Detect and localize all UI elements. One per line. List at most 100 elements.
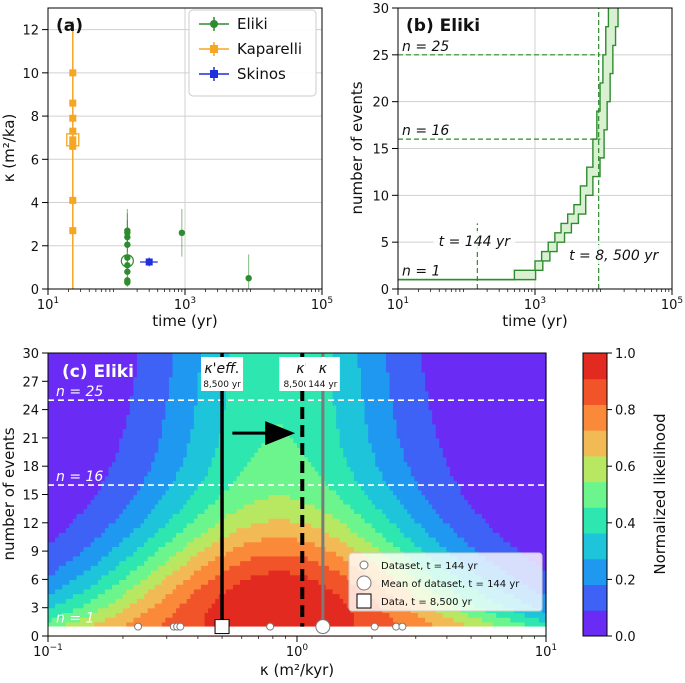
heatmap-cell [297, 551, 302, 557]
heatmap-cell [115, 617, 120, 623]
heatmap-cell [542, 546, 547, 552]
heatmap-cell [183, 621, 188, 628]
heatmap-cell [161, 607, 166, 614]
heatmap-cell [439, 522, 444, 529]
heatmap-cell [481, 612, 487, 618]
heatmap-cell [417, 532, 423, 538]
heatmap-cell [101, 607, 106, 614]
heatmap-cell [243, 565, 248, 571]
heatmap-cell [268, 593, 273, 599]
heatmap-cell [432, 522, 437, 529]
heatmap-cell [90, 546, 95, 552]
heatmap-cell [378, 518, 383, 524]
heatmap-cell [250, 588, 255, 595]
heatmap-cell [453, 494, 458, 500]
heatmap-cell [140, 499, 145, 505]
heatmap-cell [240, 617, 245, 623]
heatmap-cell [190, 503, 195, 510]
heatmap-cell [425, 494, 430, 500]
heatmap-cell [385, 518, 391, 524]
heatmap-cell [517, 546, 522, 552]
heatmap-cell [87, 546, 92, 552]
heatmap-cell [254, 536, 259, 543]
heatmap-cell [168, 489, 174, 496]
heatmap-cell [133, 470, 138, 477]
heatmap-cell [158, 532, 163, 538]
heatmap-cell [62, 527, 67, 533]
heatmap-cell [158, 593, 163, 599]
heatmap-cell [329, 607, 334, 614]
heatmap-cell [400, 617, 405, 623]
heatmap-cell [503, 546, 508, 552]
heatmap-cell [147, 499, 152, 505]
heatmap-cell [200, 574, 206, 580]
heatmap-cell [332, 598, 337, 604]
heatmap-cell [432, 503, 437, 510]
heatmap-cell [140, 480, 145, 486]
heatmap-cell [112, 584, 117, 590]
heatmap-cell [339, 532, 344, 538]
heatmap-cell [215, 602, 220, 609]
heatmap-cell [165, 522, 170, 529]
eliki-mean [120, 254, 134, 268]
heatmap-cell [524, 536, 529, 543]
heatmap-cell [87, 536, 92, 543]
heatmap-cell [58, 499, 63, 505]
heatmap-cell [94, 480, 99, 486]
heatmap-cell [254, 621, 259, 628]
heatmap-cell [104, 508, 110, 514]
heatmap-cell [368, 499, 373, 505]
heatmap-cell [464, 503, 469, 510]
heatmap-cell [382, 489, 387, 496]
heatmap-cell [517, 621, 522, 628]
heatmap-cell [129, 536, 134, 543]
heatmap-cell [172, 470, 177, 477]
heatmap-cell [115, 485, 120, 491]
heatmap-cell [232, 527, 238, 533]
heatmap-cell [172, 551, 177, 557]
heatmap-cell [510, 522, 515, 529]
heatmap-cell [250, 546, 255, 552]
heatmap-cell [375, 499, 380, 505]
heatmap-cell [535, 527, 540, 533]
heatmap-cell [215, 588, 220, 595]
heatmap-cell [94, 499, 99, 505]
heatmap-cell [279, 612, 284, 618]
heatmap-cell [140, 527, 145, 533]
heatmap-cell [353, 503, 359, 510]
heatmap-cell [506, 536, 512, 543]
heatmap-cell [76, 617, 81, 623]
heatmap-cell [204, 598, 209, 604]
heatmap-cell [140, 503, 145, 510]
heatmap-cell [297, 565, 302, 571]
heatmap-cell [460, 532, 465, 538]
heatmap-cell [432, 480, 437, 486]
heatmap-cell [336, 574, 341, 580]
heatmap-cell [389, 527, 394, 533]
heatmap-cell [417, 621, 423, 628]
heatmap-cell [407, 541, 412, 547]
heatmap-cell [304, 617, 309, 623]
heatmap-cell [521, 489, 526, 496]
heatmap-cell [407, 617, 412, 623]
heatmap-cell [69, 480, 74, 486]
heatmap-cell [190, 499, 195, 505]
heatmap-cell [97, 522, 102, 529]
heatmap-cell [293, 518, 298, 524]
heatmap-cell [108, 470, 113, 477]
heatmap-cell [151, 494, 156, 500]
heatmap-cell [343, 485, 348, 491]
heatmap-cell [94, 560, 99, 566]
heatmap-cell [197, 494, 202, 500]
heatmap-cell [112, 569, 117, 576]
heatmap-cell [343, 598, 348, 604]
heatmap-cell [101, 522, 106, 529]
heatmap-cell [464, 527, 469, 533]
heatmap-cell [282, 503, 287, 510]
heatmap-cell [289, 565, 295, 571]
heatmap-cell [442, 522, 447, 529]
heatmap-cell [87, 555, 92, 562]
heatmap-cell [393, 485, 398, 491]
heatmap-cell [115, 560, 120, 566]
heatmap-cell [126, 494, 131, 500]
